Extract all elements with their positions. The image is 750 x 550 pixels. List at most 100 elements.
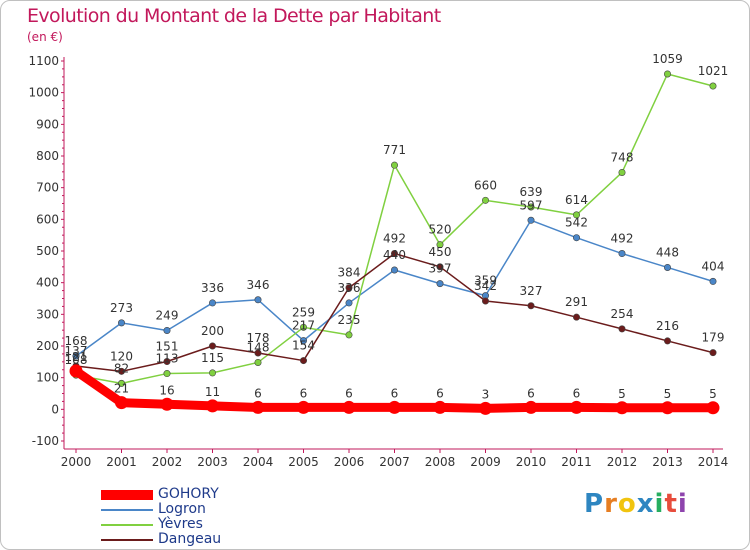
x-tick-label: 2013 bbox=[652, 455, 683, 469]
x-tick-label: 2005 bbox=[288, 455, 319, 469]
proxiti-logo: Proxiti bbox=[584, 489, 688, 519]
x-tick-label: 2002 bbox=[152, 455, 183, 469]
data-label: 1021 bbox=[698, 64, 729, 78]
y-tick-label: 1100 bbox=[28, 54, 59, 68]
data-label: 614 bbox=[565, 193, 588, 207]
data-point bbox=[388, 400, 401, 414]
data-point bbox=[209, 369, 217, 377]
data-point bbox=[118, 379, 126, 387]
data-point bbox=[709, 349, 717, 357]
y-tick-label: 0 bbox=[51, 402, 59, 416]
data-label: 336 bbox=[338, 281, 361, 295]
y-tick-label: 1000 bbox=[28, 86, 59, 100]
data-point bbox=[297, 400, 310, 414]
x-tick-label: 2010 bbox=[516, 455, 547, 469]
legend-item-gohory: GOHORY bbox=[101, 487, 221, 502]
data-label: 6 bbox=[254, 386, 262, 400]
legend-swatch bbox=[101, 523, 153, 526]
data-point bbox=[436, 241, 444, 249]
data-point bbox=[709, 82, 717, 90]
data-label: 397 bbox=[429, 262, 452, 276]
y-tick-label: 400 bbox=[36, 276, 59, 290]
data-label: 249 bbox=[156, 308, 179, 322]
data-label: 21 bbox=[114, 382, 129, 396]
data-point bbox=[69, 364, 83, 378]
data-label: 151 bbox=[156, 340, 179, 354]
data-point bbox=[299, 323, 307, 331]
data-label: 108 bbox=[65, 353, 88, 367]
data-label: 6 bbox=[345, 386, 353, 400]
x-tick-label: 2012 bbox=[607, 455, 638, 469]
data-label: 16 bbox=[159, 383, 174, 397]
legend-item-yèvres: Yèvres bbox=[101, 517, 221, 532]
data-point bbox=[527, 216, 535, 224]
data-point bbox=[390, 250, 398, 258]
data-point bbox=[345, 299, 353, 307]
data-point bbox=[570, 400, 583, 414]
data-point bbox=[160, 397, 174, 411]
data-label: 6 bbox=[573, 386, 581, 400]
data-label: 448 bbox=[656, 245, 679, 259]
data-point bbox=[163, 326, 171, 334]
data-label: 520 bbox=[429, 223, 452, 237]
data-label: 492 bbox=[611, 232, 634, 246]
data-point bbox=[254, 296, 262, 304]
data-label: 639 bbox=[520, 185, 543, 199]
x-tick-label: 2006 bbox=[334, 455, 365, 469]
data-point bbox=[615, 401, 629, 415]
data-point bbox=[527, 302, 535, 310]
data-point bbox=[254, 358, 262, 366]
data-point bbox=[481, 297, 489, 305]
data-label: 597 bbox=[520, 198, 543, 212]
data-label: 5 bbox=[618, 387, 626, 401]
data-point bbox=[345, 331, 353, 339]
data-label: 154 bbox=[292, 339, 315, 353]
data-label: 404 bbox=[702, 259, 725, 273]
data-point bbox=[479, 401, 492, 415]
data-point bbox=[209, 342, 217, 350]
y-tick-label: 500 bbox=[36, 244, 59, 258]
chart-legend: GOHORY Logron Yèvres Dangeau bbox=[101, 487, 221, 547]
data-point bbox=[618, 250, 626, 258]
legend-label: Dangeau bbox=[158, 531, 222, 547]
x-tick-label: 2007 bbox=[379, 455, 410, 469]
data-label: 179 bbox=[702, 331, 725, 345]
data-label: 346 bbox=[247, 278, 270, 292]
data-point bbox=[342, 400, 356, 414]
legend-item-dangeau: Dangeau bbox=[101, 532, 221, 547]
data-label: 5 bbox=[664, 387, 672, 401]
data-label: 115 bbox=[201, 351, 224, 365]
data-label: 137 bbox=[65, 344, 88, 358]
logo-letter: i bbox=[654, 489, 665, 519]
x-tick-label: 2014 bbox=[698, 455, 729, 469]
data-point bbox=[299, 337, 307, 345]
chart-unit-label: (en €) bbox=[27, 30, 63, 44]
y-tick-label: 300 bbox=[36, 307, 59, 321]
y-tick-label: -100 bbox=[32, 434, 59, 448]
data-point bbox=[115, 396, 128, 410]
data-label: 216 bbox=[656, 319, 679, 333]
chart-title: Evolution du Montant de la Dette par Hab… bbox=[27, 5, 441, 27]
data-label: 359 bbox=[474, 274, 497, 288]
data-label: 120 bbox=[110, 349, 133, 363]
data-label: 121 bbox=[65, 350, 88, 364]
data-point bbox=[206, 399, 219, 413]
logo-letter: i bbox=[677, 489, 688, 519]
legend-swatch bbox=[101, 489, 153, 500]
data-point bbox=[618, 325, 626, 333]
data-label: 200 bbox=[201, 324, 224, 338]
data-point bbox=[572, 234, 580, 242]
legend-label: GOHORY bbox=[158, 486, 219, 502]
data-point bbox=[572, 211, 580, 219]
logo-letter: x bbox=[636, 489, 655, 519]
x-tick-label: 2004 bbox=[243, 455, 274, 469]
data-label: 450 bbox=[429, 245, 452, 259]
data-label: 217 bbox=[292, 319, 315, 333]
data-point bbox=[118, 367, 126, 375]
data-label: 273 bbox=[110, 301, 133, 315]
logo-letter: P bbox=[584, 489, 605, 519]
data-label: 235 bbox=[338, 313, 361, 327]
data-label: 1059 bbox=[652, 52, 683, 66]
data-label: 6 bbox=[527, 386, 535, 400]
data-label: 291 bbox=[565, 295, 588, 309]
